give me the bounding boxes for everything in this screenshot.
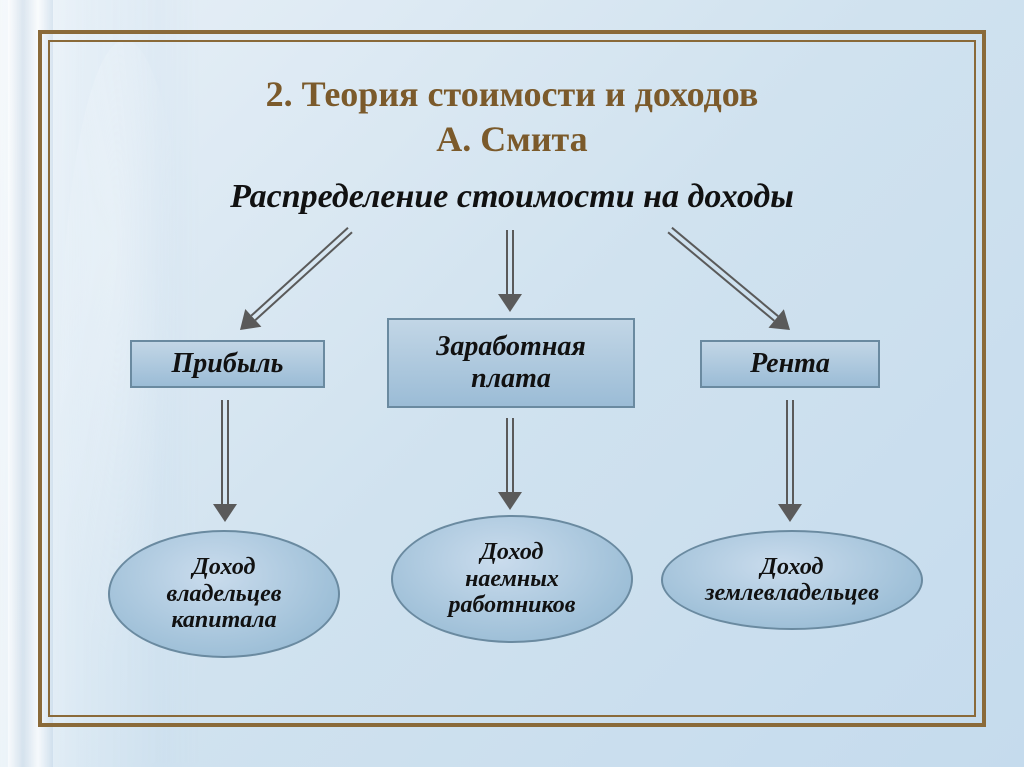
ellipse-capital-owners-label: Доходвладельцевкапитала — [166, 554, 281, 633]
ellipse-capital-owners: Доходвладельцевкапитала — [108, 530, 340, 658]
ellipse-landowners-label: Доходземлевладельцев — [705, 554, 879, 607]
box-wage: Заработнаяплата — [387, 318, 635, 408]
slide: 2. Теория стоимости и доходов А. Смита Р… — [0, 0, 1024, 767]
ellipse-workers-label: Доходнаемныхработников — [449, 539, 576, 618]
ellipse-landowners: Доходземлевладельцев — [661, 530, 923, 630]
box-rent: Рента — [700, 340, 880, 388]
box-rent-label: Рента — [750, 348, 830, 380]
ellipse-workers: Доходнаемныхработников — [391, 515, 633, 643]
box-profit-label: Прибыль — [172, 348, 284, 380]
box-profit: Прибыль — [130, 340, 325, 388]
box-wage-label: Заработнаяплата — [436, 331, 586, 395]
